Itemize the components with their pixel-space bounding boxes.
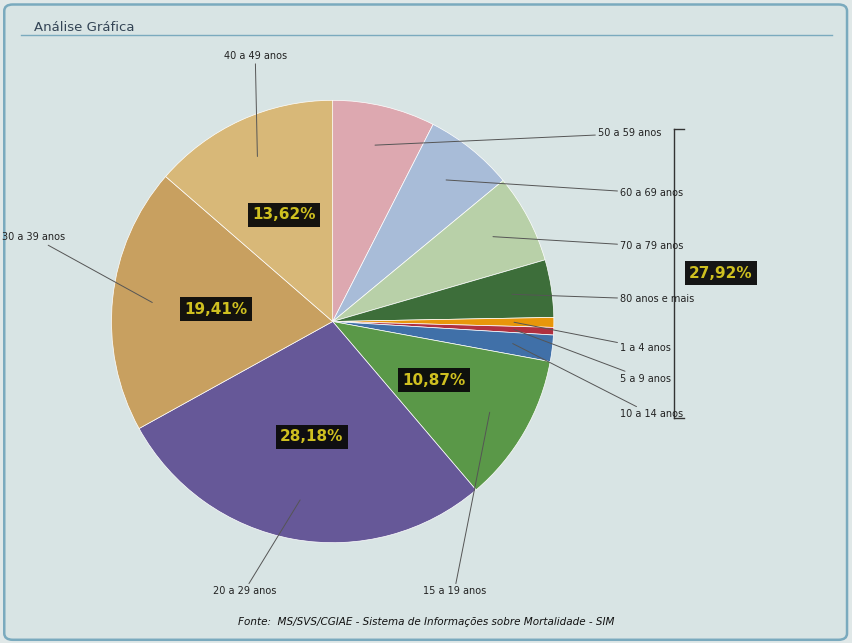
Wedge shape xyxy=(332,318,553,327)
Text: 50 a 59 anos: 50 a 59 anos xyxy=(375,129,660,145)
Text: 60 a 69 anos: 60 a 69 anos xyxy=(446,180,682,198)
Text: 13,62%: 13,62% xyxy=(252,207,315,222)
Wedge shape xyxy=(332,322,553,361)
Wedge shape xyxy=(139,322,475,543)
Text: 10 a 14 anos: 10 a 14 anos xyxy=(512,343,682,419)
Wedge shape xyxy=(332,322,553,335)
Text: 19,41%: 19,41% xyxy=(184,302,247,317)
Wedge shape xyxy=(332,125,503,322)
Text: Análise Gráfica: Análise Gráfica xyxy=(34,21,135,34)
Text: 27,92%: 27,92% xyxy=(688,266,752,281)
Text: 28,18%: 28,18% xyxy=(279,430,343,444)
Wedge shape xyxy=(332,322,550,490)
Text: 15 a 19 anos: 15 a 19 anos xyxy=(423,412,489,596)
Text: 80 anos e mais: 80 anos e mais xyxy=(511,294,694,304)
Wedge shape xyxy=(112,177,332,428)
Wedge shape xyxy=(165,100,332,322)
Text: 30 a 39 anos: 30 a 39 anos xyxy=(3,233,153,302)
Text: 10,87%: 10,87% xyxy=(402,373,465,388)
Wedge shape xyxy=(332,181,544,322)
Text: 70 a 79 anos: 70 a 79 anos xyxy=(492,237,682,251)
Text: 40 a 49 anos: 40 a 49 anos xyxy=(223,51,286,156)
Text: 5 a 9 anos: 5 a 9 anos xyxy=(513,329,671,384)
FancyBboxPatch shape xyxy=(4,5,846,640)
Wedge shape xyxy=(332,260,553,322)
Text: 1 a 4 anos: 1 a 4 anos xyxy=(514,322,671,353)
Text: Fonte:  MS/SVS/CGIAE - Sistema de Informações sobre Mortalidade - SIM: Fonte: MS/SVS/CGIAE - Sistema de Informa… xyxy=(238,617,614,627)
Text: 20 a 29 anos: 20 a 29 anos xyxy=(212,500,300,596)
Wedge shape xyxy=(332,100,433,322)
